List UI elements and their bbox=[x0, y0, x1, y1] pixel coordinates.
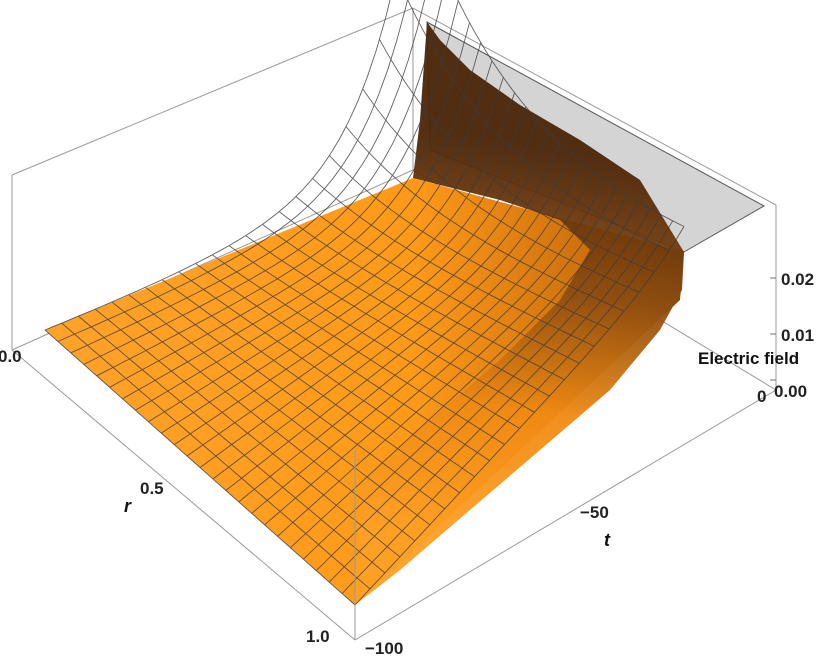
surface-ridge bbox=[355, 22, 684, 605]
mesh-line-t bbox=[228, 245, 520, 429]
r-tick-1: 0.5 bbox=[140, 479, 164, 498]
t-tick-1: −50 bbox=[580, 503, 609, 522]
t-tick-0: −100 bbox=[365, 639, 403, 658]
mesh-line-t bbox=[295, 196, 580, 364]
z-axis bbox=[770, 277, 776, 381]
front-edges bbox=[11, 349, 777, 641]
mesh-line-t bbox=[245, 235, 535, 413]
surface-floor bbox=[45, 178, 684, 605]
surface-mesh bbox=[44, 0, 685, 606]
z-tick-2: 0.02 bbox=[781, 270, 814, 289]
mesh-line-t bbox=[195, 263, 490, 461]
mesh-line-t bbox=[345, 126, 625, 312]
r-tick-0: 0.0 bbox=[0, 347, 22, 366]
mesh-line-t bbox=[78, 315, 386, 574]
mesh-line-t bbox=[111, 301, 416, 542]
z-tick-1: 0.01 bbox=[781, 326, 814, 345]
z-axis-label: Electric field bbox=[698, 349, 799, 368]
z-tick-0: 0.00 bbox=[774, 382, 807, 401]
mesh-line-t bbox=[329, 155, 610, 330]
t-tick-2: 0 bbox=[757, 387, 766, 406]
mesh-line-t bbox=[61, 322, 371, 590]
t-axis-label: t bbox=[604, 530, 611, 550]
r-axis-label: r bbox=[124, 496, 132, 516]
mesh-line-t bbox=[145, 286, 445, 510]
mesh-line-t bbox=[312, 178, 595, 347]
mesh-line-t bbox=[262, 224, 550, 397]
t-axis: −100 −50 0 t bbox=[365, 387, 766, 658]
mesh-line-t bbox=[128, 294, 431, 526]
mesh-line-t bbox=[362, 88, 640, 293]
mesh-line-t bbox=[457, 0, 685, 227]
r-tick-2: 1.0 bbox=[306, 627, 330, 646]
mesh-line-t bbox=[407, 0, 670, 251]
mesh-line-t bbox=[379, 39, 655, 273]
mesh-line-t bbox=[44, 329, 356, 606]
mesh-line-t bbox=[94, 308, 401, 558]
mesh-line-t bbox=[212, 254, 505, 445]
mesh-line-t bbox=[161, 279, 460, 494]
r-axis: 0.0 0.5 1.0 r bbox=[0, 347, 330, 646]
mesh-line-t bbox=[278, 211, 565, 381]
mesh-line-t bbox=[178, 271, 475, 477]
